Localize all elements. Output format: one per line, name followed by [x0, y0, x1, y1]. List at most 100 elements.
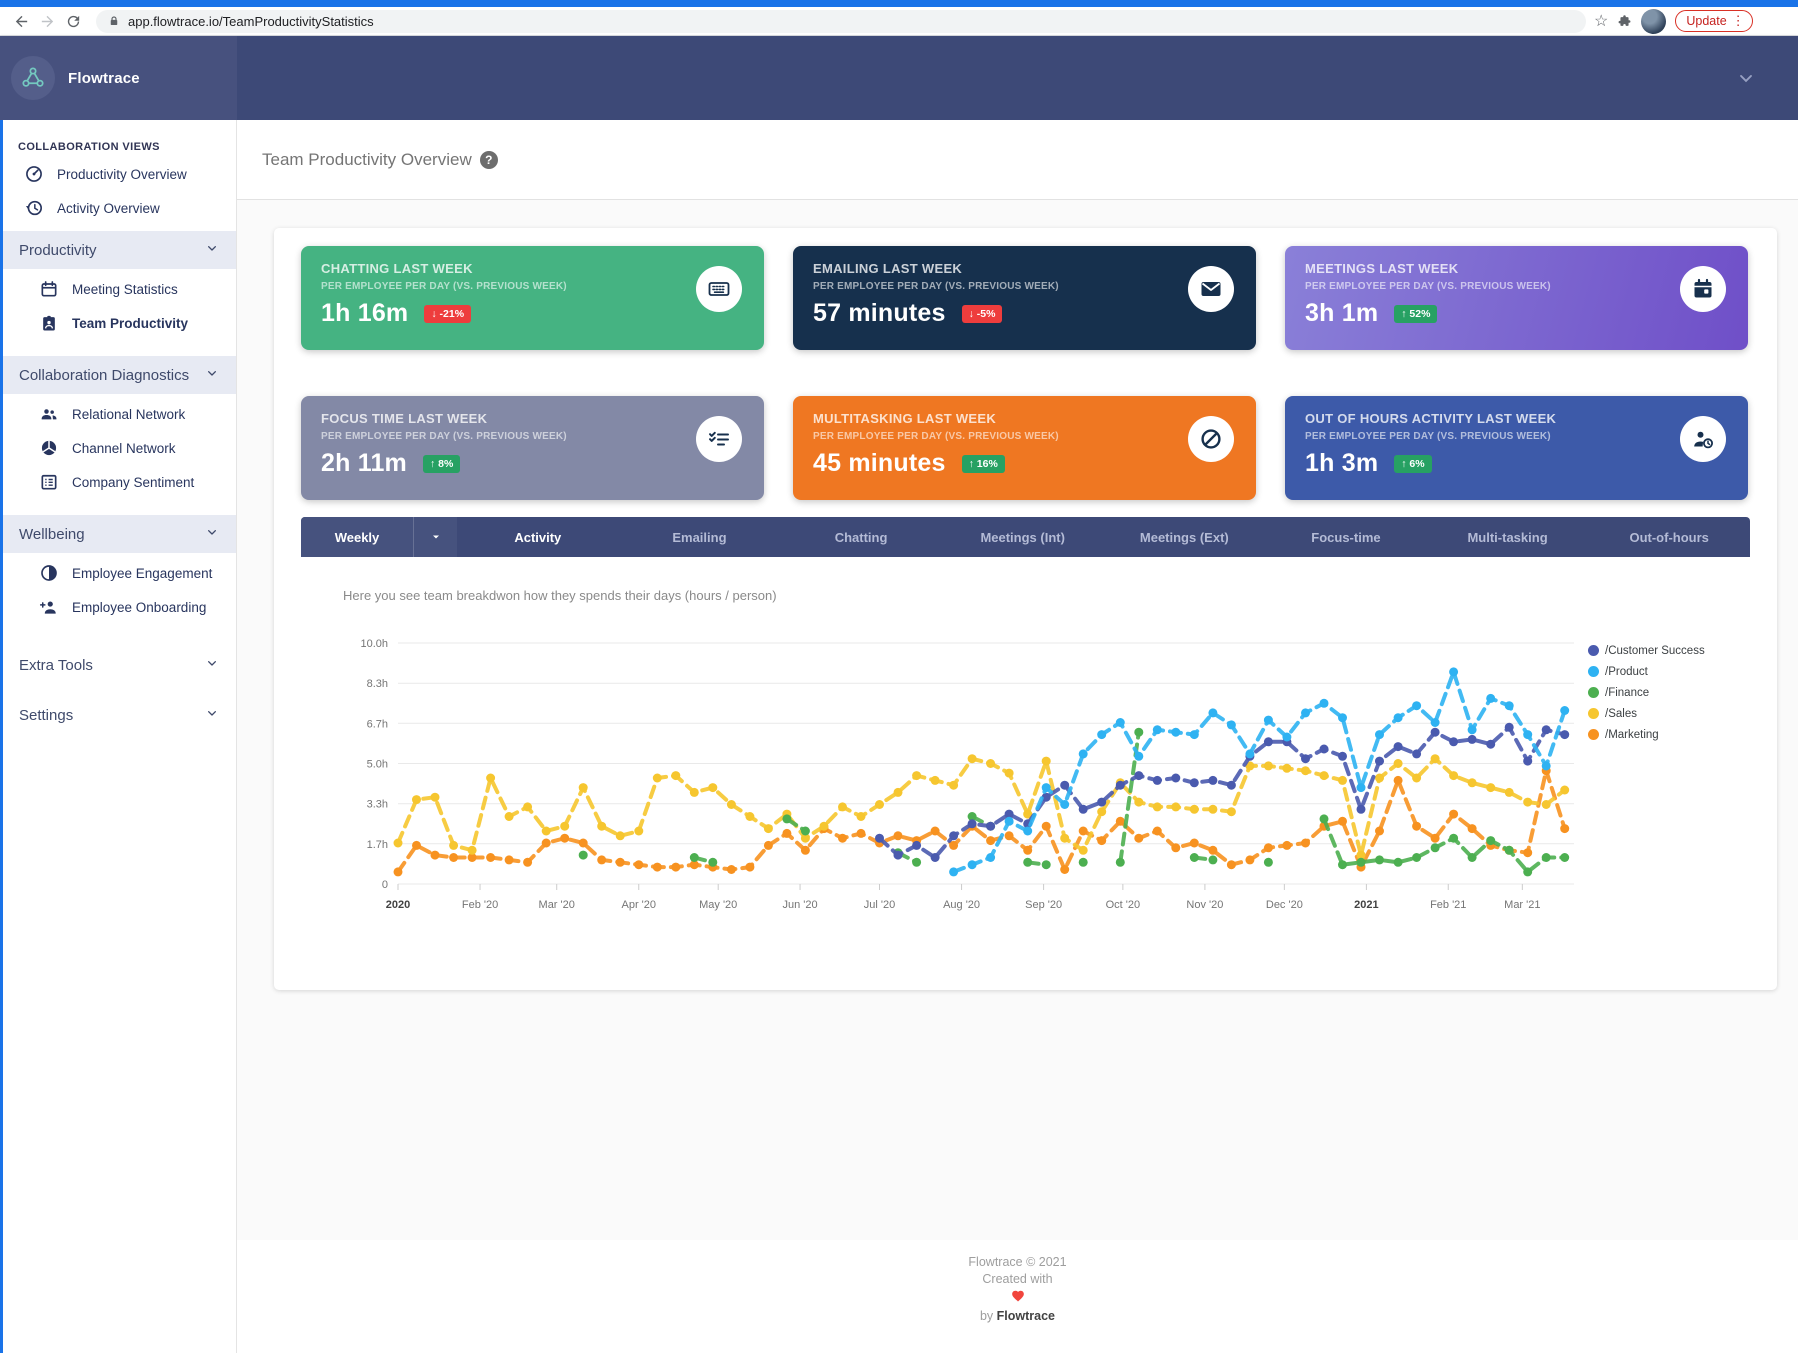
profile-avatar[interactable] [1641, 8, 1667, 34]
legend-item-product[interactable]: /Product [1588, 661, 1705, 682]
tab-bar: Weekly Activity Emailing Chatting Meetings … [301, 517, 1750, 557]
help-icon[interactable]: ? [479, 150, 498, 169]
contrast-icon [39, 563, 59, 583]
stat-card-value-row: 1h 3m ↑ 6% [1305, 449, 1728, 478]
forward-button[interactable] [34, 8, 60, 34]
legend-label: /Product [1605, 665, 1648, 678]
tab-focus-time[interactable]: Focus-time [1311, 529, 1381, 545]
stat-card-title: MEETINGS LAST WEEK [1305, 261, 1459, 276]
envelope-icon [1188, 266, 1234, 312]
stat-card-value: 3h 1m [1305, 299, 1379, 327]
pie-icon [39, 438, 59, 458]
stat-card-value: 1h 3m [1305, 449, 1379, 477]
stat-card-title: OUT OF HOURS ACTIVITY LAST WEEK [1305, 411, 1557, 426]
sidebar-group-extra-tools[interactable]: Extra Tools [3, 646, 236, 684]
tab-multi-tasking[interactable]: Multi-tasking [1467, 529, 1548, 545]
svg-text:May '20: May '20 [699, 899, 737, 911]
tab-emailing[interactable]: Emailing [672, 529, 727, 545]
sidebar-group-wellbeing[interactable]: Wellbeing [3, 515, 236, 553]
stat-card-value: 1h 16m [321, 299, 409, 327]
svg-text:8.3h: 8.3h [367, 678, 388, 690]
person-add-icon [39, 597, 59, 617]
stat-card-subtitle: PER EMPLOYEE PER DAY (VS. PREVIOUS WEEK) [1305, 281, 1551, 292]
legend-dot-icon [1588, 729, 1599, 740]
legend-item-finance[interactable]: /Finance [1588, 682, 1705, 703]
sidebar-item-channel-network[interactable]: Channel Network [3, 431, 236, 465]
sidebar-item-productivity-overview[interactable]: Productivity Overview [3, 157, 236, 191]
stat-card-subtitle: PER EMPLOYEE PER DAY (VS. PREVIOUS WEEK) [1305, 431, 1551, 442]
forward-arrow-icon [41, 15, 53, 28]
svg-text:Mar '20: Mar '20 [539, 899, 575, 911]
sidebar-group-label: Productivity [19, 241, 97, 259]
stat-card-value: 2h 11m [321, 449, 407, 477]
sidebar-item-label: Team Productivity [72, 315, 189, 331]
chart-description: Here you see team breakdwon how they spe… [343, 588, 777, 603]
refresh-icon [67, 15, 79, 28]
legend-dot-icon [1588, 645, 1599, 656]
caret-down-icon [432, 535, 439, 539]
stat-card-title: EMAILING LAST WEEK [813, 261, 963, 276]
period-caret-button[interactable] [413, 517, 457, 557]
stat-card-focus-time-last-week: FOCUS TIME LAST WEEK PER EMPLOYEE PER DAY… [301, 396, 764, 500]
stat-card-subtitle: PER EMPLOYEE PER DAY (VS. PREVIOUS WEEK) [813, 431, 1059, 442]
stat-card-title: MULTITASKING LAST WEEK [813, 411, 997, 426]
sidebar-group-productivity[interactable]: Productivity [3, 231, 236, 269]
checklist-icon [696, 416, 742, 462]
bookmark-star-icon[interactable]: ☆ [1594, 13, 1609, 30]
back-button[interactable] [8, 8, 34, 34]
tab-activity[interactable]: Activity [514, 529, 562, 545]
tab-chatting[interactable]: Chatting [834, 529, 888, 545]
sidebar-groups: Productivity Meeting Statistics Team Produ… [3, 231, 236, 734]
svg-text:Apr '20: Apr '20 [621, 899, 656, 911]
url-bar[interactable]: app.flowtrace.io/TeamProductivityStatist… [96, 9, 1586, 33]
svg-text:Mar '21: Mar '21 [1504, 899, 1540, 911]
legend-item-customer-success[interactable]: /Customer Success [1588, 640, 1705, 661]
page-title: Team Productivity Overview [262, 149, 472, 169]
legend-item-sales[interactable]: /Sales [1588, 703, 1705, 724]
sidebar: COLLABORATION VIEWS Productivity Overvie… [0, 120, 237, 1353]
chevron-down-icon [204, 524, 220, 544]
period-select[interactable]: Weekly [301, 517, 413, 557]
stat-card-title: CHATTING LAST WEEK [321, 261, 473, 276]
stat-card-value: 57 minutes [813, 299, 946, 327]
tab-out-of-hours[interactable]: Out-of-hours [1629, 529, 1709, 545]
update-button[interactable]: Update ⋮ [1675, 10, 1753, 32]
sidebar-item-activity-overview[interactable]: Activity Overview [3, 191, 236, 225]
sidebar-item-team-productivity[interactable]: Team Productivity [3, 306, 236, 340]
svg-text:5.0h: 5.0h [367, 759, 388, 771]
sidebar-item-label: Channel Network [72, 440, 176, 456]
header-chevron-down-icon[interactable] [1736, 68, 1756, 93]
kebab-menu-icon[interactable]: ⋮ [1731, 13, 1745, 28]
svg-text:0: 0 [382, 879, 388, 891]
sidebar-item-employee-onboarding[interactable]: Employee Onboarding [3, 590, 236, 624]
calendar-event-icon [1680, 266, 1726, 312]
tabs: Activity Emailing Chatting Meetings (Int) Me… [457, 517, 1750, 557]
chevron-down-icon [204, 705, 220, 725]
stat-card-out-of-hours-activity-last-week: OUT OF HOURS ACTIVITY LAST WEEK PER EMPLO… [1285, 396, 1748, 500]
content-panel: CHATTING LAST WEEK PER EMPLOYEE PER DAY (… [274, 228, 1777, 990]
sidebar-group-collaboration-diagnostics[interactable]: Collaboration Diagnostics [3, 356, 236, 394]
sidebar-item-label: Meeting Statistics [72, 281, 178, 297]
stat-card-multitasking-last-week: MULTITASKING LAST WEEK PER EMPLOYEE PER D… [793, 396, 1256, 500]
heart-icon [237, 1289, 1798, 1306]
svg-text:2020: 2020 [386, 899, 410, 911]
legend-label: /Finance [1605, 686, 1650, 699]
tab-meetings-ext[interactable]: Meetings (Ext) [1139, 529, 1229, 545]
sidebar-group-settings[interactable]: Settings [3, 696, 236, 734]
sidebar-group-label: Collaboration Diagnostics [19, 366, 190, 384]
block-icon [1188, 416, 1234, 462]
refresh-button[interactable] [60, 8, 86, 34]
extensions-icon[interactable] [1617, 14, 1632, 29]
legend-dot-icon [1588, 708, 1599, 719]
brand-name: Flowtrace [68, 69, 140, 87]
app-header: Flowtrace [0, 36, 1798, 120]
brand: Flowtrace [0, 36, 237, 120]
tab-meetings-int[interactable]: Meetings (Int) [980, 529, 1065, 545]
sidebar-item-relational-network[interactable]: Relational Network [3, 397, 236, 431]
sidebar-item-company-sentiment[interactable]: Company Sentiment [3, 465, 236, 499]
sidebar-item-label: Productivity Overview [57, 166, 187, 182]
sidebar-item-employee-engagement[interactable]: Employee Engagement [3, 556, 236, 590]
legend-item-marketing[interactable]: /Marketing [1588, 724, 1705, 745]
sidebar-item-meeting-statistics[interactable]: Meeting Statistics [3, 272, 236, 306]
sidebar-group-items: Employee Engagement Employee Onboarding [3, 553, 236, 634]
